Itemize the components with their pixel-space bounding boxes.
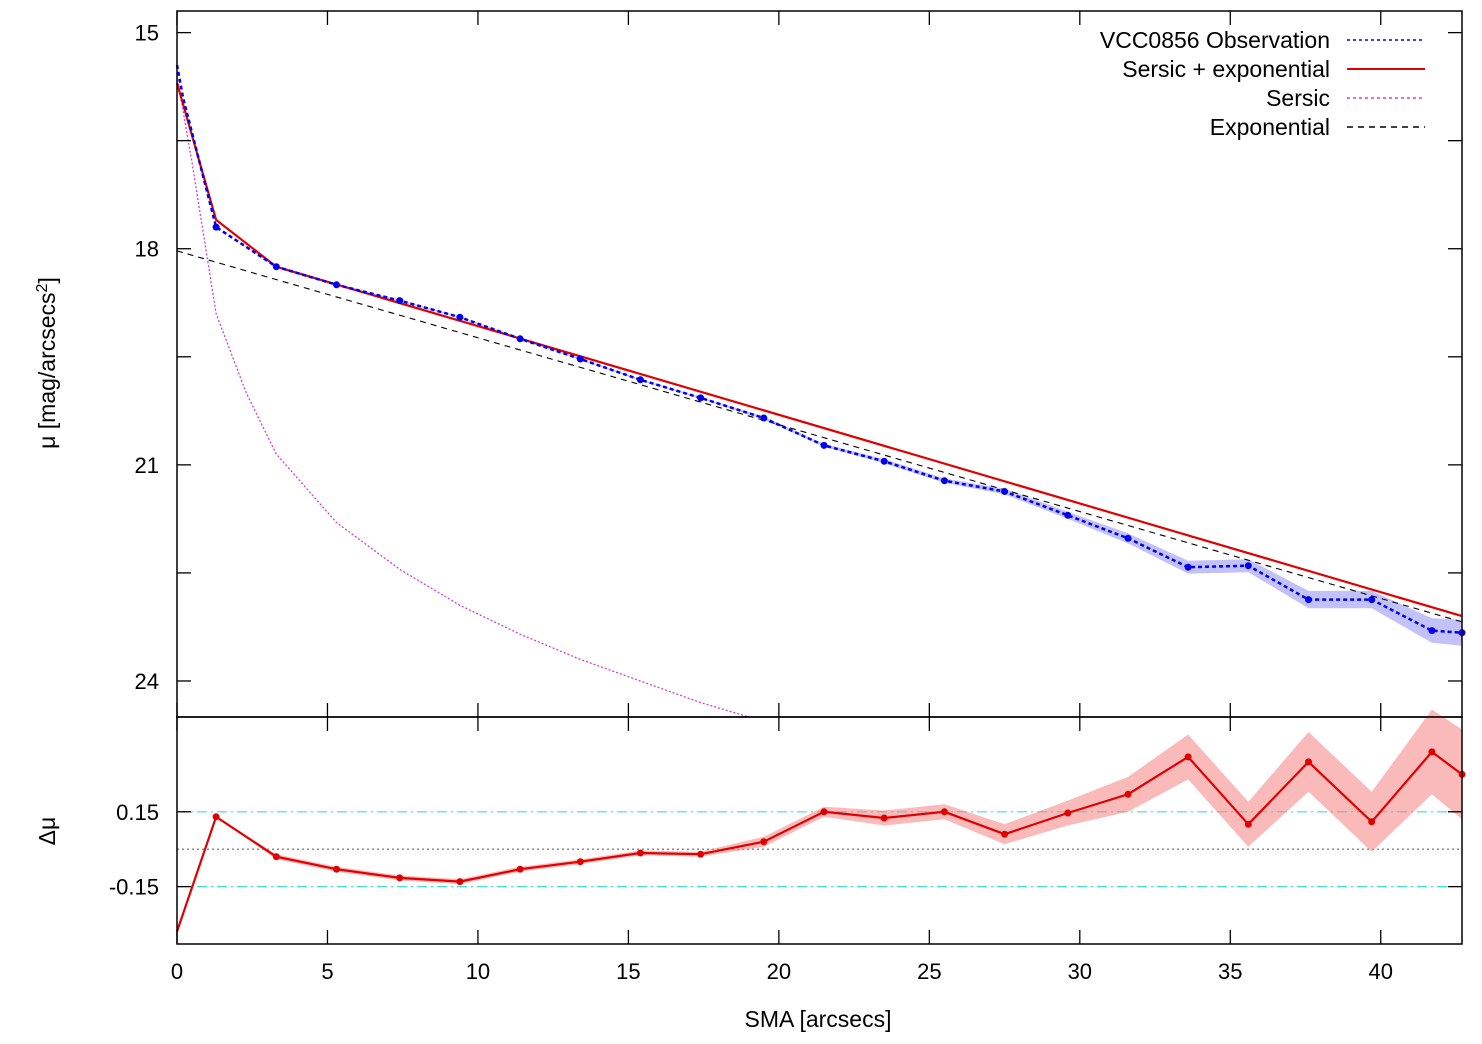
observation-point — [456, 313, 464, 321]
bottom-panel-frame — [176, 716, 1463, 945]
x-axis-label: SMA [arcsecs] — [745, 1006, 892, 1032]
surface-brightness-panel: 15 18 21 24 μ [mag/arcsecs2] VCC0856 Observ… — [34, 10, 1466, 718]
y-tick-label: 24 — [135, 669, 159, 694]
y-tick-label: 0.15 — [116, 800, 159, 825]
residual-point — [760, 838, 768, 846]
residual-point — [940, 808, 948, 816]
residual-point — [1001, 830, 1009, 838]
series-line-sersic — [176, 75, 749, 718]
residual-point — [1368, 818, 1376, 826]
y-tick-label: 15 — [135, 21, 159, 46]
observation-point — [1428, 627, 1436, 635]
residual-point — [516, 865, 524, 873]
x-tick-label: 0 — [171, 959, 183, 984]
observation-point — [760, 414, 768, 422]
x-tick-label: 20 — [767, 959, 791, 984]
observation-point — [1001, 488, 1009, 495]
y-tick-label: -0.15 — [109, 875, 159, 900]
legend-label-vcc0856-observation: VCC0856 Observation — [1100, 27, 1330, 53]
residual-point — [456, 878, 464, 886]
observation-point — [1368, 596, 1376, 604]
observation-point — [1184, 563, 1192, 571]
series-line-vcc0856-observation — [175, 64, 1463, 634]
y-tick-label: 21 — [135, 453, 159, 478]
residual-point — [333, 865, 340, 873]
observation-point — [940, 477, 948, 485]
observation-point — [1064, 511, 1072, 519]
residual-point — [212, 813, 220, 821]
x-tick-label: 25 — [917, 959, 941, 984]
series-line-exponential — [176, 250, 1463, 623]
observation-point — [1305, 596, 1312, 604]
observation-point — [1244, 562, 1252, 570]
x-tick-label: 30 — [1068, 959, 1092, 984]
legend-label-exponential: Exponential — [1210, 114, 1330, 140]
observation-point — [516, 335, 524, 343]
residual-point — [820, 808, 828, 816]
observation-point — [880, 457, 888, 465]
legend-label-sersic-exponential: Sersic + exponential — [1122, 56, 1330, 82]
residual-point — [1428, 748, 1436, 756]
legend: VCC0856 Observation Sersic + exponential S… — [1100, 27, 1425, 140]
series-line-sersic-exponential — [175, 82, 1463, 618]
observation-point — [1124, 534, 1132, 542]
observation-point — [636, 376, 644, 384]
x-tick-label: 5 — [321, 959, 333, 984]
observation-point — [576, 355, 584, 363]
residual-error-band — [177, 709, 1462, 932]
observation-point — [333, 281, 340, 289]
residual-point — [1305, 758, 1312, 766]
residual-point — [576, 858, 584, 866]
observation-point — [272, 263, 280, 271]
observation-point — [212, 223, 220, 231]
residual-point — [697, 850, 705, 858]
residual-point — [636, 849, 644, 857]
observation-point — [820, 441, 828, 449]
legend-label-sersic: Sersic — [1266, 85, 1330, 111]
residual-panel: 0 5 10 15 20 25 30 35 40 0.15 -0.15 Δμ SMA [arcsec… — [34, 709, 1466, 1032]
x-tick-label: 40 — [1369, 959, 1393, 984]
residual-point — [396, 874, 404, 882]
observation-point — [396, 297, 404, 305]
residual-point — [1124, 790, 1132, 798]
residual-point — [880, 814, 888, 822]
residual-point — [1244, 820, 1252, 828]
residual-point — [1184, 753, 1192, 761]
y-axis-label-delta-mu: Δμ — [34, 817, 60, 846]
y-tick-label: 18 — [135, 237, 159, 262]
x-tick-label: 10 — [466, 959, 490, 984]
observation-point — [697, 394, 705, 402]
x-tick-label: 35 — [1218, 959, 1242, 984]
y-axis-label-mu: μ [mag/arcsecs2] — [34, 277, 61, 449]
x-tick-label: 15 — [616, 959, 640, 984]
residual-point — [1064, 809, 1072, 817]
residual-point — [272, 853, 280, 861]
